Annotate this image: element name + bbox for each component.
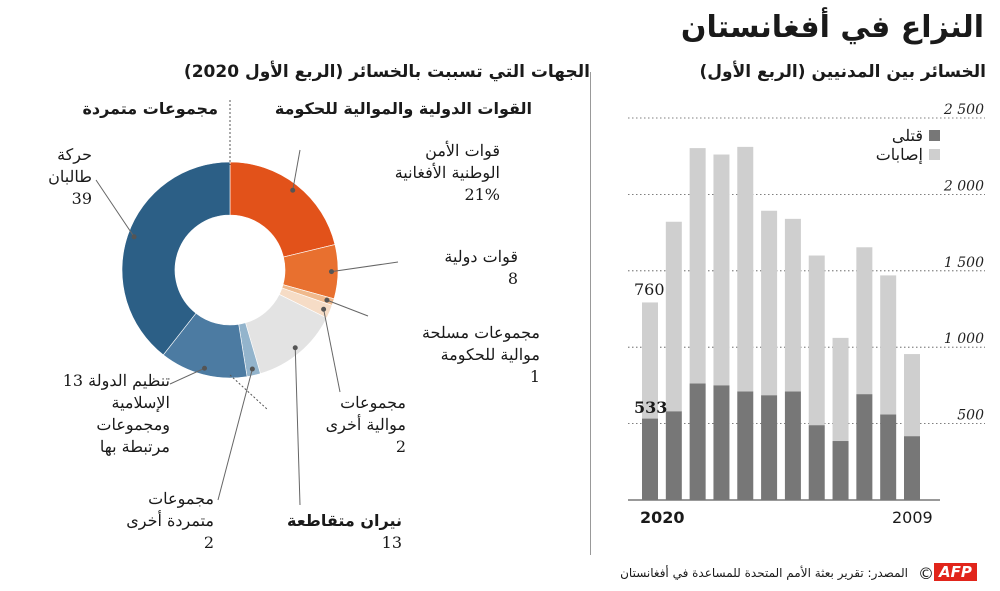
label-pro-armed: مجموعات مسلحة موالية للحكومة 1 [421,323,540,386]
donut-slice-anf [229,161,336,258]
afp-logo: AFP [934,563,977,581]
bar-injured-2013 [808,255,825,426]
label-taliban: حركة طالبان 39 [48,145,92,208]
bar-killed-2015 [761,395,778,500]
bar-injured-2014 [784,218,801,392]
legend-killed: قتلى [850,126,940,145]
bar-killed-2016 [737,391,754,500]
copyright-icon: © [918,564,934,583]
y-tick-label: 1 000 [944,331,984,347]
donut-leader-lines [95,149,399,506]
bar-injured-2012 [832,337,849,442]
donut-slice-taliban [121,161,231,356]
bar-killed-2014 [784,391,801,500]
bar-killed-2019 [665,411,682,500]
bar-injured-2020 [642,302,658,419]
year-first: 2020 [640,508,685,527]
leader-dot-isis [202,365,208,371]
page-title: النزاع في أفغانستان [680,10,984,45]
leader-dot-pro_armed [324,297,330,303]
panel-divider [590,72,591,555]
leader-line-other_insurgents [217,368,253,501]
bar-injured-2009 [904,354,920,437]
leader-line-pro_armed [326,299,369,317]
leader-dot-intl [328,269,334,275]
bar-killed-2018 [689,383,706,500]
bar-killed-2011 [856,394,873,500]
bar-injured-2016 [737,146,754,392]
y-tick-label: 2 000 [943,178,984,194]
label-anf: قوات الأمن الوطنية الأفغانية 21% [394,141,500,204]
annotation-killed-2020: 533 [634,398,668,417]
bar-killed-2017 [713,385,730,500]
bar-bars [642,146,920,500]
leader-line-other_pro [323,309,341,393]
legend-injured: إصابات [850,145,940,164]
leader-dot-other_insurgents [249,366,255,372]
group-insurgent-label: مجموعات متمردة [82,99,218,118]
donut-slices [121,161,339,379]
bar-killed-2010 [880,414,897,500]
y-tick-label: 2 500 [943,102,984,118]
group-pro-gov-label: القوات الدولية والموالية للحكومة [274,99,532,118]
bar-killed-2009 [904,436,920,500]
bar-y-ticks: 2 500 2 000 1 500 1 000 500 [943,102,984,424]
leader-line-taliban [95,179,135,238]
legend-killed-label: قتلى [891,126,923,145]
bar-injured-2010 [880,275,897,415]
bar-legend: قتلى إصابات [850,126,940,164]
leader-dot-other_pro [321,306,327,312]
label-crossfire: نيران متقاطعة 13 [287,511,402,552]
leader-line-intl [331,261,399,273]
right-subtitle: الخسائر بين المدنيين (الربع الأول) [699,62,986,82]
label-isis: تنظيم الدولة 13 الإسلامية ومجموعات مرتبط… [62,371,170,456]
leader-line-crossfire [294,347,301,506]
label-intl: قوات دولية 8 [444,247,518,288]
y-tick-label: 1 500 [944,255,984,271]
donut-group-divider-bottom [229,374,269,411]
bar-injured-2017 [713,154,730,386]
bar-injured-2018 [689,148,706,384]
bar-killed-2012 [832,441,849,500]
leader-line-anf [292,149,301,191]
leader-dot-taliban [131,234,137,240]
bar-killed-2013 [808,425,825,500]
leader-line-isis [169,367,205,385]
legend-injured-swatch [929,149,940,160]
year-last: 2009 [892,508,933,527]
bar-killed-2020 [642,418,658,500]
y-tick-label: 500 [957,408,984,424]
legend-injured-label: إصابات [875,145,923,164]
label-other-insurgents: مجموعات متمردة أخرى 2 [126,489,214,552]
bar-injured-2015 [761,210,778,396]
bar-injured-2011 [856,247,873,395]
leader-dot-anf [290,187,296,193]
leader-dot-crossfire [292,345,298,351]
source-text: المصدر: تقرير بعثة الأمم المتحدة للمساعد… [620,566,908,580]
legend-killed-swatch [929,130,940,141]
label-other-pro: مجموعات موالية أخرى 2 [325,393,406,456]
annotation-total-2020: 760 [634,280,665,299]
left-subtitle: الجهات التي تسببت بالخسائر (الربع الأول … [183,62,590,82]
bar-injured-2019 [665,221,682,412]
